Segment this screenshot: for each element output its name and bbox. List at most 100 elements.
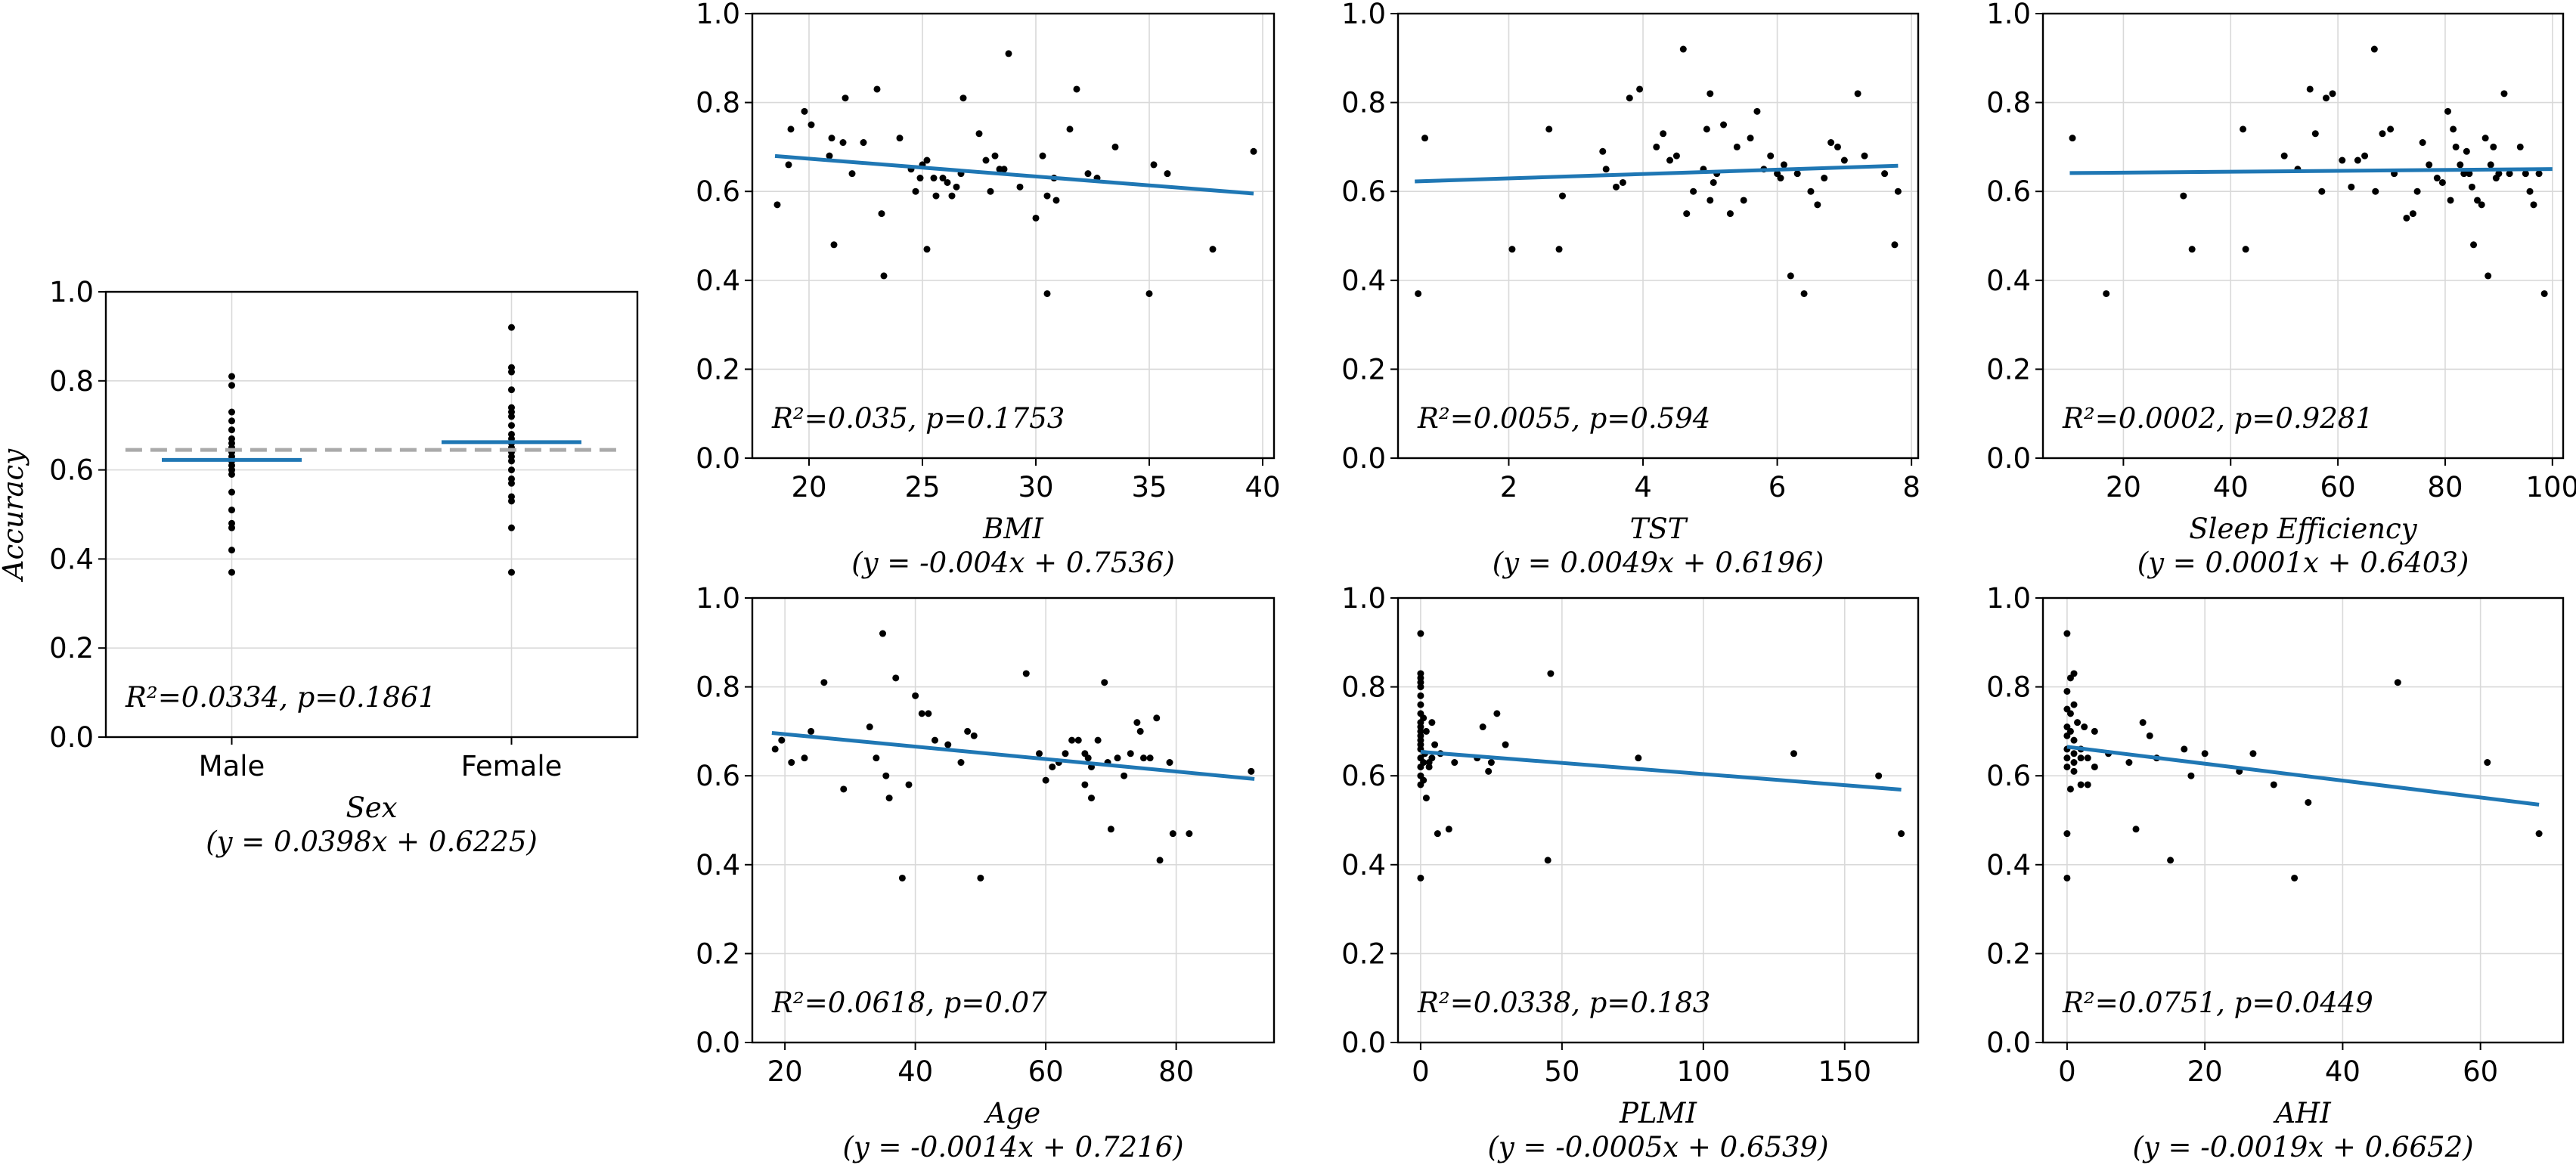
x-tick-label: 20 [767, 1055, 803, 1088]
data-point [1753, 107, 1761, 115]
data-point [2463, 147, 2470, 155]
data-point [2481, 135, 2489, 142]
data-point [2495, 170, 2503, 178]
y-tick-label: 0.0 [1341, 442, 1386, 475]
data-point [964, 727, 972, 735]
y-tick-label: 1.0 [49, 276, 94, 308]
y-tick-label: 0.2 [696, 353, 740, 386]
data-point [1250, 147, 1257, 155]
data-point [2470, 241, 2478, 249]
data-point [228, 507, 235, 514]
x-tick-label: 80 [2427, 471, 2463, 503]
data-point [1487, 759, 1495, 767]
data-point [1032, 214, 1040, 222]
data-point [1706, 197, 1714, 204]
data-point [1683, 210, 1691, 218]
data-point [916, 175, 924, 182]
data-point [1127, 750, 1134, 757]
y-tick-label: 0.6 [1986, 175, 2031, 208]
data-point [1894, 187, 1902, 195]
data-point [975, 130, 983, 138]
data-point [1415, 290, 1422, 297]
data-point [1111, 143, 1119, 150]
data-point [1666, 156, 1674, 164]
data-point [873, 85, 881, 93]
data-point [977, 874, 984, 881]
data-point [2103, 290, 2110, 297]
y-tick-label: 0.4 [1986, 849, 2031, 881]
data-point [228, 569, 235, 576]
data-point [1084, 170, 1092, 178]
data-point [2070, 736, 2078, 744]
data-point [2535, 830, 2543, 838]
x-tick-label: 20 [2106, 471, 2141, 503]
x-category-label: Female [461, 750, 563, 782]
y-tick-label: 1.0 [1986, 0, 2031, 30]
x-axis-label: AHI [2273, 1097, 2332, 1129]
regression-line [2069, 167, 2553, 175]
y-tick-label: 0.4 [696, 849, 740, 881]
data-point [1000, 166, 1008, 173]
data-point [1493, 710, 1501, 717]
data-point [508, 386, 515, 394]
data-point [508, 497, 515, 505]
x-tick-label: 30 [1018, 471, 1053, 503]
y-tick-label: 0.6 [696, 175, 740, 208]
data-point [1107, 826, 1114, 833]
data-point [1062, 750, 1069, 757]
data-point [1800, 290, 1808, 297]
data-point [840, 785, 848, 793]
data-point [2125, 759, 2133, 767]
data-point [2066, 710, 2074, 717]
data-point [508, 324, 515, 331]
x-tick-label: 20 [2187, 1055, 2223, 1088]
x-tick-label: 100 [1677, 1055, 1731, 1088]
data-point [773, 201, 781, 209]
data-point [2201, 750, 2209, 757]
data-point [1421, 135, 1429, 142]
y-tick-label: 0.2 [1341, 353, 1386, 386]
data-point [2452, 143, 2460, 150]
axes-frame [1396, 12, 1920, 460]
x-tick-label: 6 [1768, 471, 1787, 503]
data-point [1807, 187, 1815, 195]
stats-annotation: R²=0.035, p=0.1753 [771, 402, 1065, 435]
data-point [1891, 241, 1899, 249]
data-point [1451, 759, 1458, 767]
data-point [2354, 156, 2361, 164]
data-point [873, 754, 880, 762]
data-point [1653, 143, 1660, 150]
data-point [1881, 170, 1889, 178]
data-point [2329, 90, 2336, 98]
data-point [866, 723, 873, 731]
x-axis-label: Age [984, 1097, 1040, 1129]
data-point [1434, 830, 1441, 838]
data-point [2516, 143, 2524, 150]
panel-sleep-efficiency: 0.0 0.2 0.4 0.6 0.8 1.0 20 40 60 80 100 R²=0.0002, … [1986, 0, 2576, 579]
data-point [228, 488, 235, 496]
data-point [932, 192, 940, 200]
data-point [1599, 147, 1607, 155]
data-point [944, 741, 952, 748]
data-point [896, 135, 904, 142]
data-point [2187, 772, 2195, 779]
data-point [2403, 214, 2410, 222]
data-point [1821, 175, 1828, 182]
data-point [2540, 290, 2548, 297]
data-point [808, 727, 815, 735]
data-point [923, 246, 931, 253]
data-point [1793, 170, 1801, 178]
data-point [2249, 750, 2257, 757]
x-axis-label: Sex [346, 792, 397, 824]
x-category-label: Male [199, 750, 265, 782]
x-tick-label: 8 [1902, 471, 1920, 503]
data-point [1485, 767, 1493, 775]
x-tick-label: 2 [1500, 471, 1518, 503]
y-tick-label: 0.4 [1341, 849, 1386, 881]
data-point [1672, 152, 1680, 160]
data-point [1042, 776, 1049, 784]
data-point [1875, 772, 1883, 779]
data-point [1431, 741, 1439, 748]
data-point [771, 745, 779, 753]
